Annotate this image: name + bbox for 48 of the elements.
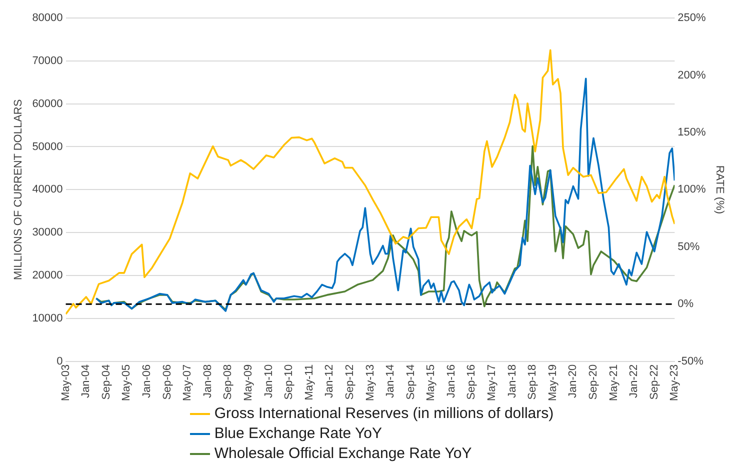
x-tick-label: Jan-16 bbox=[445, 364, 458, 398]
y2-tick-label: 50% bbox=[678, 240, 700, 253]
x-tick-label: May-13 bbox=[364, 364, 376, 402]
y2-tick-label: 250% bbox=[678, 12, 706, 24]
x-tick-label: May-11 bbox=[303, 364, 316, 400]
x-tick-label: May-17 bbox=[486, 364, 498, 402]
x-tick-label: Sep-04 bbox=[100, 364, 112, 400]
x-tick-label: May-19 bbox=[546, 364, 559, 402]
y2-tick-label: 200% bbox=[678, 69, 706, 82]
x-tick-label: Sep-20 bbox=[588, 364, 600, 400]
x-tick-label: Sep-14 bbox=[404, 364, 417, 400]
x-tick-label: Sep-10 bbox=[283, 364, 296, 400]
y-tick-label: 30000 bbox=[32, 226, 63, 239]
x-tick-label: Jan-10 bbox=[262, 364, 275, 398]
x-tick-label: Sep-08 bbox=[222, 364, 234, 400]
x-tick-label: Sep-22 bbox=[648, 364, 660, 400]
legend-label: Wholesale Official Exchange Rate YoY bbox=[214, 444, 472, 464]
x-tick-label: Sep-12 bbox=[344, 364, 356, 400]
x-tick-label: Sep-16 bbox=[466, 364, 478, 400]
x-tick-label: Sep-06 bbox=[161, 364, 174, 400]
x-tick-label: May-21 bbox=[608, 364, 620, 402]
legend-label: Blue Exchange Rate YoY bbox=[214, 424, 382, 444]
x-tick-label: May-07 bbox=[182, 364, 194, 402]
y-tick-label: 20000 bbox=[32, 270, 63, 282]
x-tick-label: May-05 bbox=[120, 364, 133, 402]
y2-tick-label: 0% bbox=[678, 298, 694, 310]
y-tick-label: 40000 bbox=[32, 184, 63, 196]
x-tick-label: Jan-22 bbox=[628, 364, 640, 398]
x-tick-label: Jan-20 bbox=[567, 364, 580, 398]
y-tick-label: 50000 bbox=[32, 140, 63, 153]
y-tick-label: 70000 bbox=[32, 54, 63, 67]
y-tick-label: 80000 bbox=[32, 12, 63, 24]
x-tick-label: Jan-04 bbox=[80, 364, 92, 398]
x-tick-label: Jan-08 bbox=[202, 364, 214, 398]
y2-tick-label: 100% bbox=[678, 184, 706, 196]
y-axis-title: MILLIONS OF CURRENT DOLLARS bbox=[12, 99, 25, 280]
y2-axis-title: RATE (%) bbox=[713, 165, 726, 214]
legend-label: Gross International Reserves (in millions of dollars) bbox=[214, 404, 554, 424]
x-tick-label: Jan-14 bbox=[384, 364, 397, 398]
x-tick-label: May-09 bbox=[242, 364, 254, 402]
x-tick-label: Sep-18 bbox=[526, 364, 539, 400]
y-tick-label: 60000 bbox=[32, 98, 63, 110]
x-tick-label: Jan-06 bbox=[141, 364, 154, 398]
y-tick-label: 10000 bbox=[32, 312, 63, 324]
x-tick-label: May-15 bbox=[425, 364, 438, 402]
x-tick-label: Jan-18 bbox=[506, 364, 518, 398]
y2-tick-label: 150% bbox=[678, 126, 706, 138]
x-tick-label: Jan-12 bbox=[324, 364, 336, 398]
